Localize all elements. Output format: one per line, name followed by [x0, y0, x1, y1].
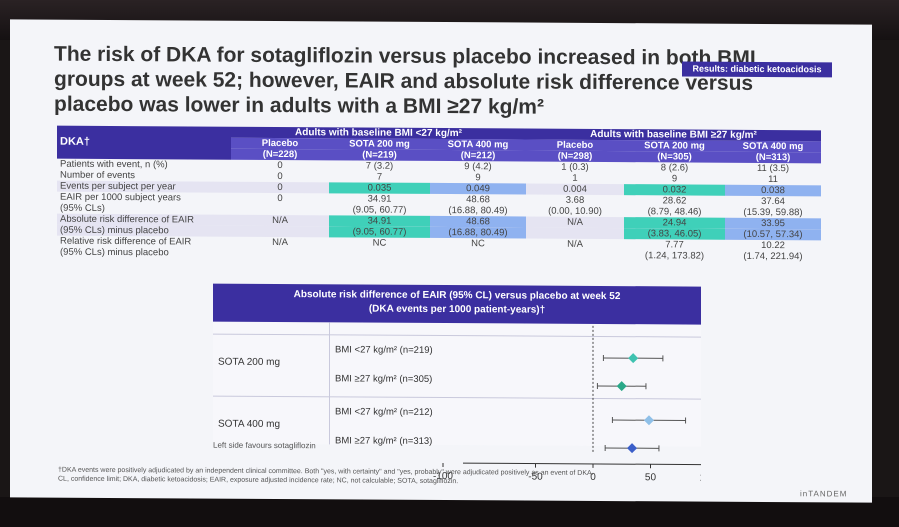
study-logo: inTANDEM [800, 489, 848, 499]
table-cell [329, 248, 430, 260]
column-header: SOTA 400 mg [430, 138, 526, 151]
table-cell: 8 (2.6) [660, 162, 689, 174]
column-n: (N=305) [624, 151, 725, 163]
table-cell: 0 [277, 171, 283, 183]
table-cell: 37.64 [761, 195, 785, 208]
table-cell: N/A [272, 236, 288, 249]
table-cell: 11 (3.5) [756, 162, 790, 175]
table-corner: DKA† [57, 125, 231, 160]
table-cell: 0 [277, 160, 283, 172]
row-label: (95% CLs) minus placebo [60, 246, 169, 259]
table-cell: 0.038 [725, 184, 821, 197]
table-cell [430, 249, 526, 261]
table-cell: 0.035 [329, 182, 430, 194]
table-cell: 9 [671, 173, 678, 185]
table-cell: (9.05, 60.77) [352, 204, 407, 216]
forest-plot: Absolute risk difference of EAIR (95% CL… [213, 283, 701, 484]
estimate-marker [616, 381, 627, 392]
x-tick-label: 100 [700, 473, 701, 484]
x-tick-label: -50 [528, 472, 543, 483]
left-favours-note: Left side favours sotagliflozin [213, 440, 316, 451]
column-n: (N=228) [231, 148, 329, 161]
x-tick-label: 50 [645, 472, 657, 483]
table-cell: 0.049 [430, 182, 526, 195]
column-n: (N=313) [725, 151, 821, 164]
table-cell: NC [372, 237, 387, 249]
table-cell: 7.77 [665, 239, 684, 251]
table-cell: 1 (0.3) [561, 161, 589, 173]
column-header: SOTA 400 mg [725, 140, 821, 153]
column-header: SOTA 200 mg [624, 140, 725, 152]
table-cell: 3.68 [565, 194, 585, 206]
table-cell [231, 248, 329, 260]
table-cell: 11 [768, 173, 778, 186]
table-cell: (8.79, 48.46) [647, 206, 702, 218]
forest-plot-svg: -100 -50 0 50 100 [433, 325, 701, 484]
table-cell: 34.91 [329, 215, 430, 227]
table-cell: (9.05, 60.77) [329, 226, 430, 238]
table-cell [231, 204, 329, 216]
table-cell: 48.68 [430, 215, 526, 228]
table-cell: (3.83, 46.05) [624, 228, 725, 240]
table-cell: 9 (4.2) [464, 161, 492, 173]
table-cell: 0 [277, 193, 283, 205]
table-cell: 48.68 [466, 194, 490, 206]
column-header: SOTA 200 mg [329, 138, 430, 150]
table-cell: (15.39, 59.88) [743, 206, 803, 219]
table-cell: (16.88, 80.49) [448, 205, 508, 217]
table-cell: NC [471, 238, 485, 250]
section-badge: Results: diabetic ketoacidosis [682, 61, 832, 78]
table-cell [231, 226, 329, 238]
x-tick-label: 0 [590, 472, 596, 483]
table-cell: 10.22 [761, 239, 785, 252]
estimate-marker [628, 353, 639, 364]
table-cell: 34.91 [367, 193, 392, 205]
table-cell: 7 (3.2) [365, 160, 394, 172]
table-cell: 24.94 [624, 217, 725, 229]
screen-bottom [0, 497, 899, 527]
column-header: Placebo [231, 137, 329, 150]
estimate-marker [627, 443, 638, 454]
table-cell: N/A [567, 238, 583, 250]
column-n: (N=298) [526, 150, 624, 163]
table-cell: (1.74, 221.94) [743, 250, 803, 263]
column-n: (N=219) [329, 149, 430, 161]
table-cell: 7 [376, 171, 383, 183]
table-cell: 1 [572, 172, 578, 184]
x-tick-label: -100 [433, 471, 453, 482]
table-cell: 0.004 [563, 183, 587, 195]
dka-table: DKA† Adults with baseline BMI <27 kg/m² … [57, 125, 821, 263]
slide: The risk of DKA for sotagliflozin versus… [10, 19, 872, 503]
estimate-marker [643, 415, 654, 426]
table-cell: 28.62 [662, 195, 687, 207]
table-cell: 0 [277, 182, 283, 194]
column-n: (N=212) [430, 149, 526, 162]
table-cell: 33.95 [725, 217, 821, 230]
x-axis [463, 462, 701, 466]
table-cell: N/A [567, 216, 583, 228]
table-cell: 0.032 [624, 184, 725, 196]
footnotes: †DKA events were positively adjudicated … [58, 466, 778, 488]
table-cell [526, 250, 624, 262]
column-header: Placebo [526, 139, 624, 152]
table-cell [526, 228, 624, 240]
table-cell: (0.00, 10.90) [548, 205, 602, 217]
slide-title: The risk of DKA for sotagliflozin versus… [54, 42, 756, 119]
table-cell: (16.88, 80.49) [430, 226, 526, 239]
table-cell: N/A [272, 214, 288, 227]
table-cell: 9 [475, 172, 481, 184]
table-cell: (10.57, 57.34) [725, 228, 821, 241]
table-cell: (1.24, 173.82) [644, 250, 705, 262]
